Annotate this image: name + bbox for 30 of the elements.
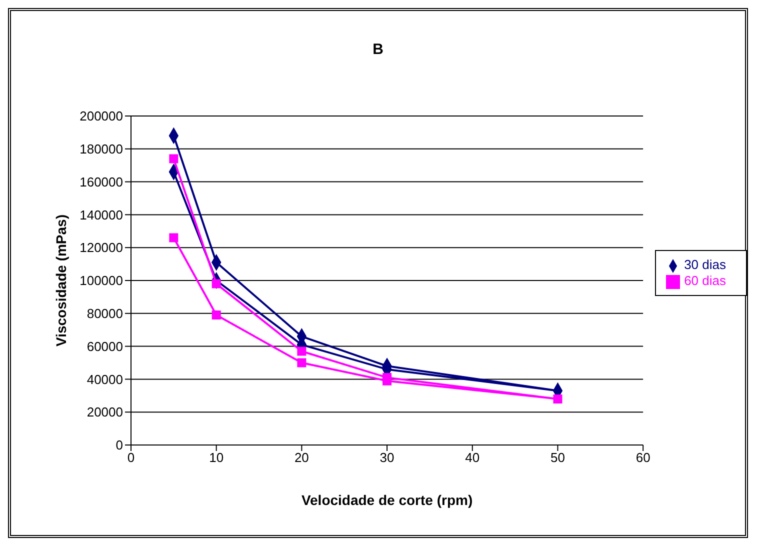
point — [297, 346, 306, 356]
y-tick-label: 60000 — [86, 338, 123, 354]
y-tick-label: 200000 — [80, 108, 123, 124]
point — [382, 376, 392, 386]
x-tick-label: 0 — [127, 450, 135, 466]
point — [169, 154, 178, 164]
y-tick-label: 20000 — [86, 404, 123, 420]
legend-label: 60 dias — [684, 273, 726, 288]
point — [553, 394, 562, 404]
point — [212, 310, 221, 320]
y-tick-label: 0 — [116, 438, 123, 453]
x-tick-label: 40 — [465, 450, 480, 466]
x-tick-label: 50 — [550, 450, 565, 466]
y-tick-label: 160000 — [80, 174, 123, 190]
y-tick-label: 120000 — [80, 240, 123, 256]
point — [297, 358, 306, 368]
legend-label: 30 dias — [684, 257, 726, 272]
y-tick-label: 40000 — [86, 372, 123, 387]
y-axis-title: Viscosidade (mPas) — [52, 214, 69, 347]
x-tick-label: 10 — [209, 450, 224, 466]
y-tick-label: 80000 — [86, 306, 123, 322]
y-tick-label: 100000 — [80, 273, 123, 288]
x-tick-label: 60 — [636, 450, 650, 466]
y-tick-label: 180000 — [80, 142, 123, 157]
chart-title: B — [372, 41, 384, 58]
x-axis-title: Velocidade de corte (rpm) — [301, 492, 473, 508]
y-tick-label: 140000 — [80, 207, 123, 222]
point — [169, 233, 178, 242]
x-tick-label: 20 — [294, 450, 309, 466]
x-tick-label: 30 — [380, 450, 394, 466]
